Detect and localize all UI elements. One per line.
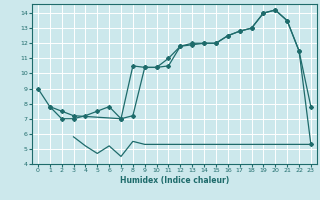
X-axis label: Humidex (Indice chaleur): Humidex (Indice chaleur): [120, 176, 229, 185]
